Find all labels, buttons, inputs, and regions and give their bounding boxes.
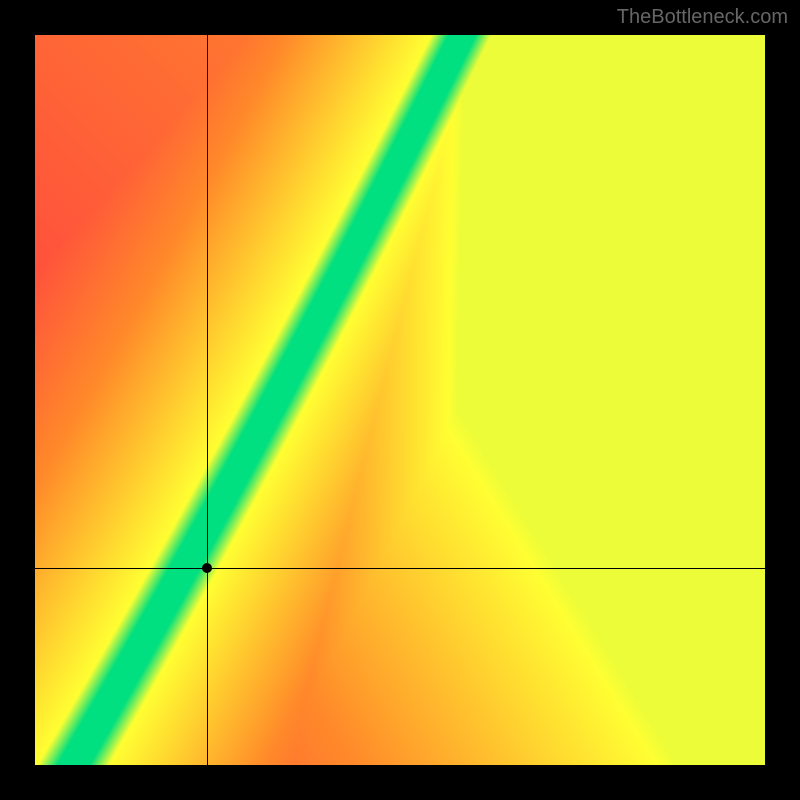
chart-container: TheBottleneck.com bbox=[0, 0, 800, 800]
crosshair-vertical bbox=[207, 35, 208, 765]
crosshair-horizontal bbox=[35, 568, 765, 569]
plot-area bbox=[35, 35, 765, 765]
heatmap-canvas bbox=[35, 35, 765, 765]
watermark-text: TheBottleneck.com bbox=[617, 6, 788, 29]
crosshair-marker bbox=[202, 563, 212, 573]
